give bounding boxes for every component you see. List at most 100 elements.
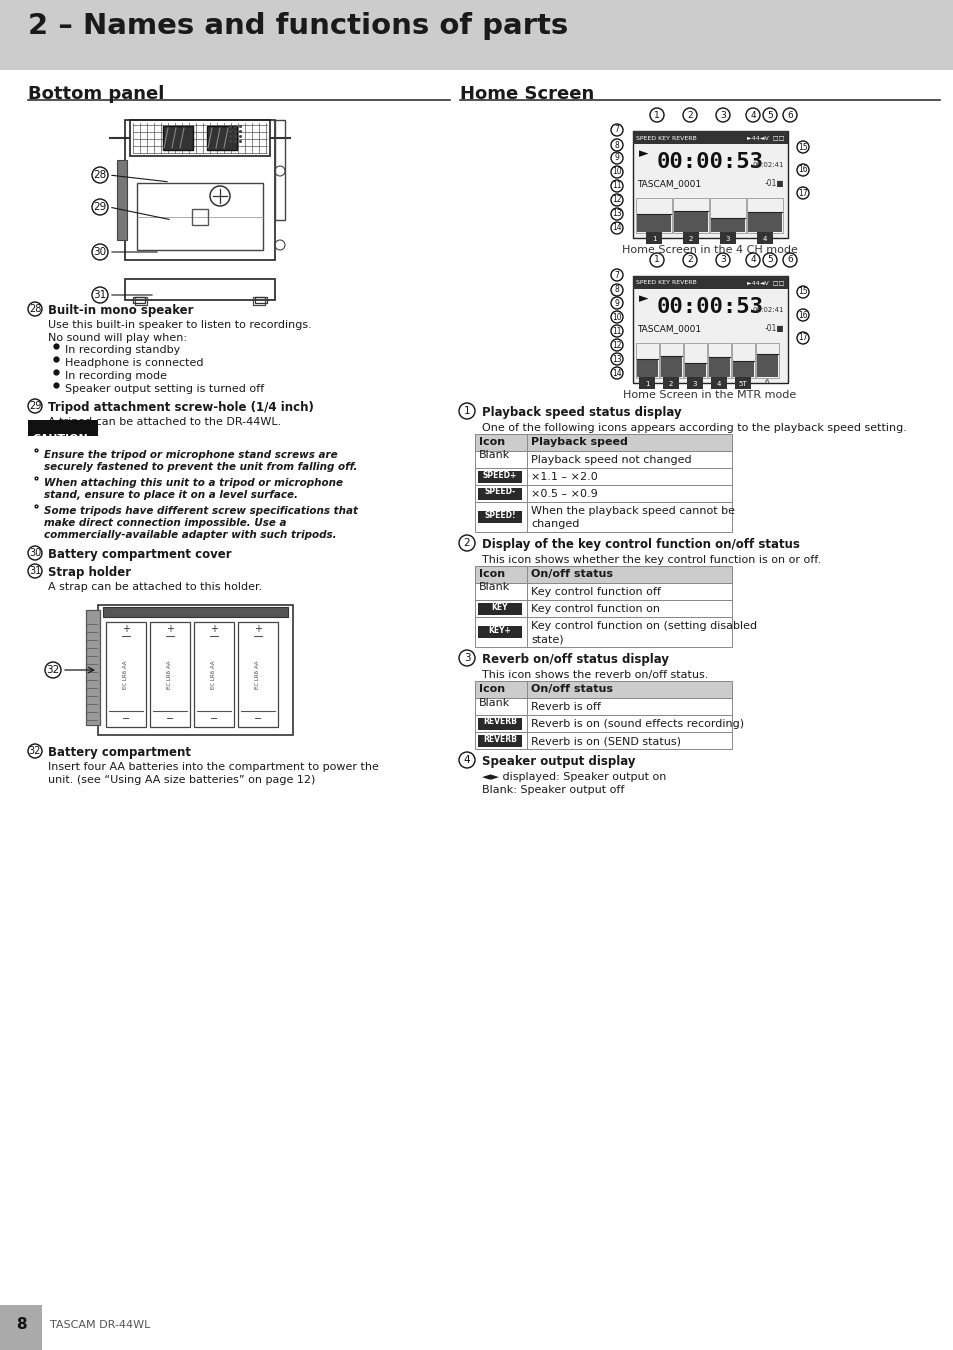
Bar: [125, 120, 274, 261]
Text: Reverb is on (sound effects recording): Reverb is on (sound effects recording): [531, 720, 743, 729]
Text: -01■: -01■: [763, 180, 783, 188]
Bar: [633, 275, 787, 383]
Text: Home Screen: Home Screen: [459, 85, 594, 103]
Text: 4: 4: [749, 111, 755, 120]
Bar: [710, 217, 744, 232]
Text: 6: 6: [764, 379, 768, 385]
Text: Use this built-in speaker to listen to recordings.: Use this built-in speaker to listen to r…: [48, 320, 312, 329]
Text: A strap can be attached to this holder.: A strap can be attached to this holder.: [48, 582, 262, 593]
Text: 28: 28: [93, 170, 107, 180]
Bar: [720, 232, 735, 244]
Text: Ensure the tripod or microphone stand screws are: Ensure the tripod or microphone stand sc…: [44, 450, 337, 460]
Bar: [477, 626, 521, 639]
Bar: [684, 363, 705, 377]
Text: Bottom panel: Bottom panel: [28, 85, 164, 103]
Text: 31: 31: [29, 566, 41, 576]
Text: 17: 17: [798, 333, 807, 343]
Bar: [604, 126, 814, 240]
Bar: [237, 622, 277, 728]
Text: 8: 8: [614, 140, 618, 150]
Text: ►44◄V  □□: ►44◄V □□: [747, 135, 784, 140]
Text: ►: ►: [639, 147, 648, 161]
Text: In recording standby: In recording standby: [65, 346, 180, 355]
Text: 5T: 5T: [738, 381, 746, 387]
Bar: [475, 716, 731, 732]
Text: Playback speed not changed: Playback speed not changed: [531, 455, 691, 464]
Text: 2: 2: [668, 379, 673, 385]
Text: 00:00:53: 00:00:53: [656, 153, 762, 171]
Text: 11: 11: [612, 327, 621, 336]
Bar: [0, 1305, 42, 1350]
Bar: [637, 215, 670, 232]
Text: 3: 3: [725, 234, 729, 240]
Text: 2: 2: [686, 111, 692, 120]
Text: 14: 14: [612, 369, 621, 378]
Bar: [645, 232, 661, 244]
Bar: [732, 360, 753, 377]
Bar: [475, 468, 731, 485]
Text: changed: changed: [531, 518, 578, 529]
Bar: [734, 377, 750, 389]
Text: Icon: Icon: [478, 684, 504, 694]
Bar: [477, 512, 521, 522]
Text: REVERB: REVERB: [482, 734, 517, 744]
Text: ×0.5 – ×0.9: ×0.5 – ×0.9: [531, 489, 598, 500]
Text: −: −: [122, 714, 130, 724]
Text: EC LR6 AA: EC LR6 AA: [123, 660, 129, 690]
Text: 15: 15: [798, 143, 807, 151]
Text: Blank: Blank: [478, 451, 510, 460]
Text: 00:00:53: 00:00:53: [656, 297, 762, 317]
Bar: [135, 297, 147, 305]
Bar: [253, 297, 265, 305]
Text: 1: 1: [651, 234, 656, 240]
Bar: [475, 698, 731, 716]
Text: 12: 12: [612, 196, 621, 204]
Text: Icon: Icon: [478, 568, 504, 579]
Text: 3: 3: [720, 255, 725, 265]
Text: 32: 32: [29, 747, 41, 756]
Text: −: −: [166, 714, 173, 724]
Text: −: −: [253, 714, 262, 724]
Text: 8: 8: [15, 1318, 27, 1332]
Text: KEY: KEY: [491, 602, 508, 612]
Bar: [708, 356, 729, 377]
Text: 7: 7: [614, 270, 618, 279]
Text: 7: 7: [614, 126, 618, 135]
Text: Key control function on (setting disabled: Key control function on (setting disable…: [531, 621, 757, 630]
Text: 16: 16: [798, 310, 807, 320]
Bar: [475, 566, 731, 583]
Bar: [710, 377, 726, 389]
Text: 1: 1: [651, 236, 656, 242]
Bar: [672, 198, 708, 234]
Text: 1: 1: [654, 255, 659, 265]
Bar: [477, 734, 521, 747]
Text: 6: 6: [786, 255, 792, 265]
Bar: [709, 198, 745, 234]
Text: SPEED KEY REVERB: SPEED KEY REVERB: [636, 281, 696, 285]
Bar: [477, 602, 521, 614]
Bar: [636, 198, 671, 234]
Bar: [137, 184, 263, 250]
Text: 2: 2: [688, 234, 693, 240]
Text: 2: 2: [688, 236, 693, 242]
Bar: [475, 485, 731, 502]
Text: 1: 1: [644, 381, 649, 387]
Bar: [103, 608, 288, 617]
Text: On/off status: On/off status: [531, 684, 613, 694]
Text: Reverb on/off status display: Reverb on/off status display: [481, 653, 668, 666]
Text: When the playback speed cannot be: When the playback speed cannot be: [531, 506, 734, 516]
Text: 28: 28: [29, 304, 41, 315]
Bar: [757, 354, 778, 377]
Text: ►: ►: [639, 292, 648, 305]
Text: TASCAM DR-44WL: TASCAM DR-44WL: [50, 1320, 151, 1330]
Bar: [686, 377, 702, 389]
Bar: [636, 343, 659, 378]
Text: Some tripods have different screw specifications that: Some tripods have different screw specif…: [44, 506, 357, 516]
Bar: [130, 120, 270, 157]
Text: 3: 3: [725, 236, 729, 242]
Text: 9: 9: [614, 154, 618, 162]
Text: 1: 1: [644, 379, 649, 385]
Text: 11: 11: [612, 181, 621, 190]
Text: 10: 10: [612, 312, 621, 321]
Text: ►44◄V  □□: ►44◄V □□: [747, 281, 784, 285]
